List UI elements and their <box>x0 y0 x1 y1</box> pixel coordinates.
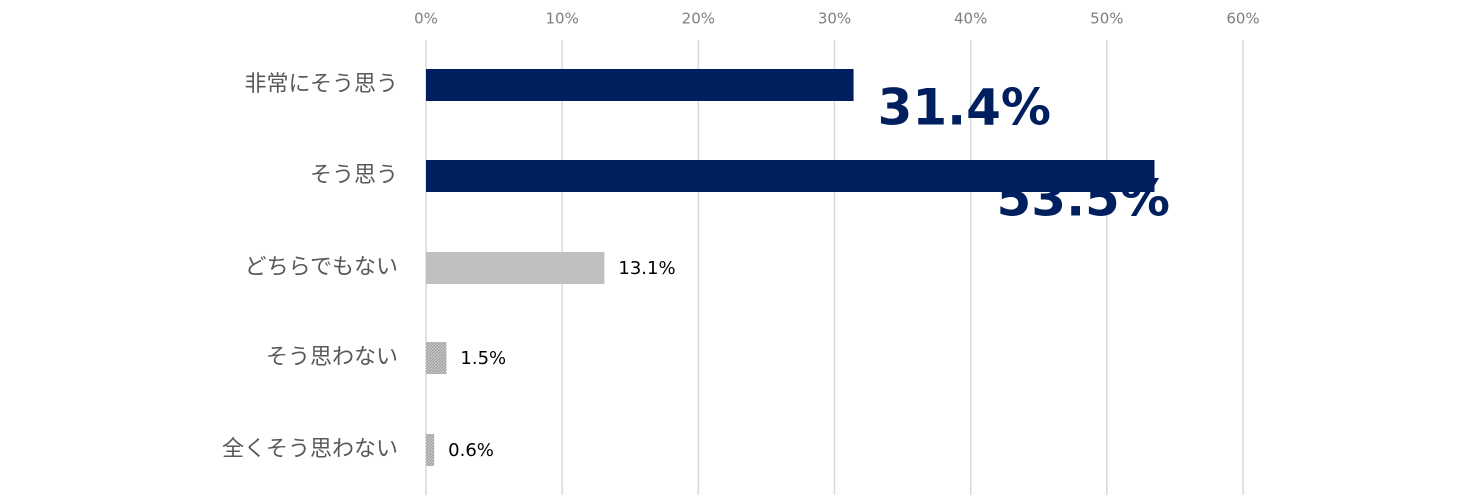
category-label: そう思う <box>310 163 398 188</box>
category-label: 非常にそう思う <box>244 72 398 97</box>
bar <box>426 69 854 101</box>
category-label: そう思わない <box>266 345 398 370</box>
x-tick-label: 20% <box>682 10 715 28</box>
bar <box>426 252 605 284</box>
gridlines <box>425 40 1244 495</box>
value-label: 31.4% <box>878 79 1051 137</box>
x-axis-ticks: 0% 10% 20% 30% 40% 50% 60% <box>414 10 1260 28</box>
bar <box>426 342 447 374</box>
bar <box>426 160 1155 192</box>
x-tick-label: 10% <box>545 10 578 28</box>
value-labels: 31.4% 53.5% 13.1% 1.5% 0.6% <box>448 79 1170 462</box>
value-label: 1.5% <box>460 348 506 369</box>
bar <box>426 434 435 466</box>
x-tick-label: 30% <box>818 10 851 28</box>
category-label: どちらでもない <box>245 255 398 280</box>
value-label: 0.6% <box>448 440 494 461</box>
x-tick-label: 60% <box>1226 10 1259 28</box>
category-label: 全くそう思わない <box>222 437 398 462</box>
x-tick-label: 40% <box>954 10 987 28</box>
value-label: 53.5% <box>996 170 1169 228</box>
x-tick-label: 0% <box>414 10 438 28</box>
bars <box>426 69 1155 466</box>
x-tick-label: 50% <box>1090 10 1123 28</box>
value-label: 13.1% <box>618 258 675 279</box>
